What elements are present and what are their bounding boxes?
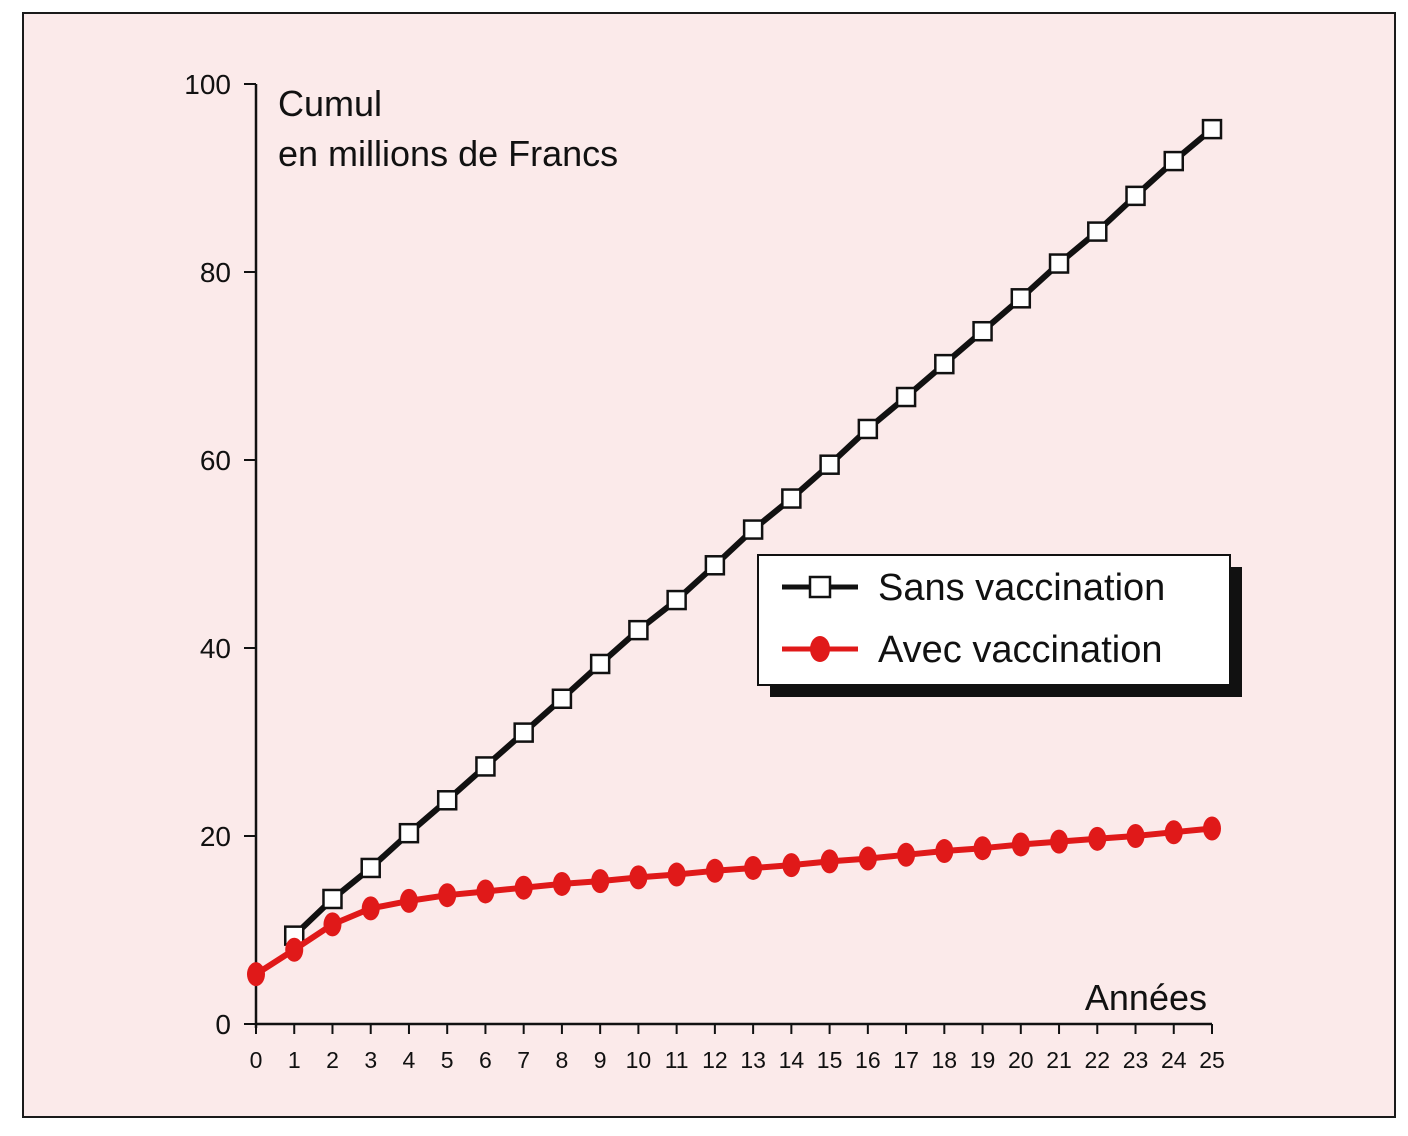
y-axis-label-line1: Cumul xyxy=(278,83,382,124)
x-tick-label: 23 xyxy=(1123,1047,1149,1073)
y-axis-label-line2: en millions de Francs xyxy=(278,133,618,174)
legend-label-avec: Avec vaccination xyxy=(878,629,1162,671)
data-point-sans-vaccination xyxy=(704,555,726,576)
x-tick-label: 12 xyxy=(702,1047,728,1073)
data-point-sans-vaccination xyxy=(513,722,534,743)
x-tick-label: 10 xyxy=(626,1047,652,1073)
data-point-sans-vaccination xyxy=(895,386,917,408)
data-point-avec-vaccination xyxy=(629,865,648,890)
legend-label-sans: Sans vaccination xyxy=(878,567,1165,609)
y-tick-label: 20 xyxy=(200,821,231,852)
data-point-avec-vaccination xyxy=(1126,824,1145,848)
data-point-avec-vaccination xyxy=(591,869,610,894)
legend-box xyxy=(757,554,1231,686)
data-point-sans-vaccination xyxy=(1125,185,1146,207)
x-tick-label: 25 xyxy=(1199,1047,1225,1073)
x-tick-label: 8 xyxy=(556,1047,569,1073)
data-point-sans-vaccination xyxy=(1163,150,1185,172)
x-tick-label: 6 xyxy=(479,1047,492,1073)
data-point-avec-vaccination xyxy=(897,842,916,867)
data-point-sans-vaccination xyxy=(972,320,993,342)
data-point-avec-vaccination xyxy=(1088,826,1107,851)
x-tick-label: 18 xyxy=(932,1047,958,1073)
data-point-avec-vaccination xyxy=(247,962,265,987)
x-tick-label: 19 xyxy=(970,1047,996,1073)
x-tick-label: 15 xyxy=(817,1047,843,1073)
data-point-avec-vaccination xyxy=(744,855,763,880)
x-tick-label: 3 xyxy=(364,1047,377,1073)
x-tick-label: 22 xyxy=(1084,1047,1110,1073)
x-tick-label: 16 xyxy=(855,1047,881,1073)
x-tick-label: 9 xyxy=(594,1047,607,1073)
data-point-sans-vaccination xyxy=(475,756,496,777)
y-tick-label: 100 xyxy=(184,69,231,100)
data-point-avec-vaccination xyxy=(1203,816,1221,841)
x-axis-label: Années xyxy=(1085,977,1207,1018)
y-ticks: 0 20 40 60 80 100 xyxy=(184,69,256,1040)
y-tick-label: 40 xyxy=(200,633,231,664)
data-point-avec-vaccination xyxy=(438,883,457,908)
y-tick-label: 80 xyxy=(200,257,231,288)
legend: Sans vaccination Avec vaccination xyxy=(757,554,1242,697)
data-point-sans-vaccination xyxy=(666,589,687,611)
x-tick-label: 2 xyxy=(326,1047,339,1073)
data-point-avec-vaccination xyxy=(705,858,724,883)
x-tick-label: 7 xyxy=(517,1047,530,1073)
data-point-sans-vaccination xyxy=(628,619,649,641)
y-tick-label: 60 xyxy=(200,445,231,476)
x-tick-label: 0 xyxy=(250,1047,263,1073)
data-point-avec-vaccination xyxy=(1050,829,1069,854)
data-point-avec-vaccination xyxy=(323,912,342,937)
data-point-sans-vaccination xyxy=(589,653,611,675)
data-point-avec-vaccination xyxy=(973,836,992,861)
data-point-avec-vaccination xyxy=(399,888,418,913)
data-point-sans-vaccination xyxy=(934,353,955,375)
data-point-sans-vaccination xyxy=(398,822,420,844)
data-point-sans-vaccination xyxy=(551,688,573,710)
x-tick-label: 17 xyxy=(893,1047,919,1073)
series-group xyxy=(247,118,1223,987)
data-point-avec-vaccination xyxy=(820,849,839,874)
x-tick-label: 4 xyxy=(403,1047,416,1073)
data-point-sans-vaccination xyxy=(360,857,381,879)
data-point-avec-vaccination xyxy=(1164,820,1183,845)
data-point-sans-vaccination xyxy=(1087,221,1108,242)
legend-swatch-marker-avec xyxy=(810,636,830,662)
data-point-sans-vaccination xyxy=(436,790,458,811)
data-point-sans-vaccination xyxy=(1010,288,1032,309)
data-point-sans-vaccination xyxy=(1048,253,1070,274)
x-tick-label: 14 xyxy=(779,1047,805,1073)
data-point-sans-vaccination xyxy=(781,488,802,509)
legend-swatch-marker-sans xyxy=(808,575,832,599)
series-line-1 xyxy=(254,825,1213,977)
x-tick-label: 21 xyxy=(1046,1047,1072,1073)
data-point-avec-vaccination xyxy=(514,875,533,900)
data-point-avec-vaccination xyxy=(552,871,571,896)
x-tick-label: 11 xyxy=(665,1047,689,1073)
x-tick-label: 5 xyxy=(441,1047,454,1073)
data-point-avec-vaccination xyxy=(667,862,686,887)
x-tick-label: 24 xyxy=(1161,1047,1187,1073)
data-point-avec-vaccination xyxy=(1011,832,1030,857)
axes xyxy=(254,84,1212,1028)
data-point-avec-vaccination xyxy=(782,853,801,878)
data-point-sans-vaccination xyxy=(857,418,879,440)
data-point-avec-vaccination xyxy=(476,879,495,904)
data-point-avec-vaccination xyxy=(935,839,954,864)
x-ticks: 0 1 2 3 4 5 6 7 8 9 10 11 12 13 14 15 16 17 18 19 20 21 22 23 24… xyxy=(250,1024,1225,1073)
data-point-sans-vaccination xyxy=(1201,118,1223,140)
data-point-avec-vaccination xyxy=(285,937,304,962)
x-tick-label: 13 xyxy=(740,1047,766,1073)
data-point-sans-vaccination xyxy=(322,888,343,910)
y-tick-label: 0 xyxy=(215,1009,231,1040)
x-tick-label: 1 xyxy=(288,1047,301,1073)
data-point-sans-vaccination xyxy=(819,454,840,475)
data-point-avec-vaccination xyxy=(858,846,877,871)
x-tick-label: 20 xyxy=(1008,1047,1034,1073)
data-point-avec-vaccination xyxy=(361,896,380,921)
data-point-sans-vaccination xyxy=(742,519,764,540)
